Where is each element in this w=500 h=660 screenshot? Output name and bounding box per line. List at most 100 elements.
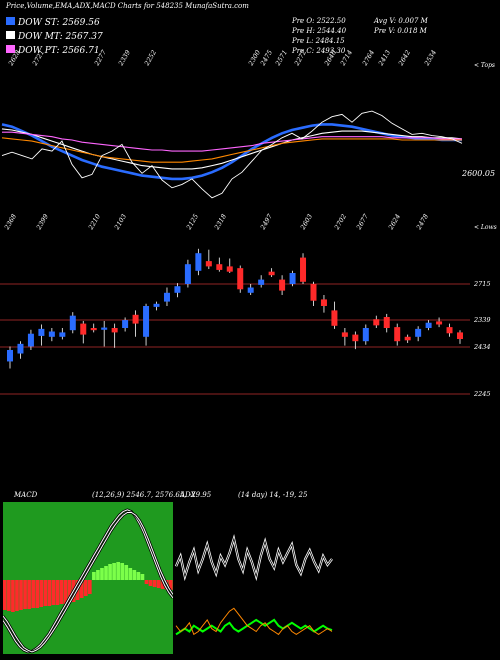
candle-up (153, 303, 160, 307)
macd-bar (116, 562, 120, 580)
candle-down (80, 323, 87, 335)
prev-high: Pre H: 2544.40 (292, 27, 347, 35)
macd-bar (59, 580, 64, 604)
macd-bar (35, 580, 40, 608)
candle-up (174, 286, 181, 293)
macd-bar (39, 580, 44, 607)
tops-marker: < Tops (474, 62, 496, 69)
adx-values: (14 day) 14, -19, 25 (238, 491, 308, 499)
legend-swatch-st (6, 17, 15, 25)
candle-down (216, 264, 223, 270)
legend-dow-pt: DOW PT: 2566.71 (6, 45, 100, 56)
macd-bar (136, 572, 141, 580)
legend-swatch-mt (6, 31, 15, 39)
lows-marker: < Lows (474, 224, 497, 231)
macd-bar (112, 563, 116, 580)
candle-down (320, 299, 327, 306)
adx-chart (174, 502, 334, 654)
macd-bar (79, 580, 84, 598)
adx-title: ADX (180, 491, 196, 499)
candle-down (132, 314, 139, 324)
price-level-label: 2715 (473, 280, 491, 288)
candle-up (101, 327, 108, 330)
candle-down (446, 327, 453, 334)
macd-bar (104, 566, 108, 580)
price-level-label: 2434 (473, 343, 491, 351)
avg-volume: Avg V: 0.007 M (374, 17, 428, 25)
legend-dow-st: DOW ST: 2569.56 (6, 17, 100, 28)
chart-title: Price,Volume,EMA,ADX,MACD Charts for 548… (6, 2, 249, 10)
candle-down (383, 317, 390, 328)
candle-up (247, 287, 254, 293)
macd-bar (132, 570, 137, 580)
macd-chart (3, 502, 173, 654)
macd-bar (19, 580, 23, 610)
macd-bar (108, 564, 112, 580)
macd-bar (23, 580, 27, 609)
macd-bar (100, 568, 104, 580)
candle-down (436, 321, 443, 325)
candle-up (184, 264, 191, 284)
candle-down (205, 261, 212, 267)
macd-bar (92, 572, 96, 580)
macd-lines (3, 508, 173, 654)
ema-series-line (1, 137, 462, 163)
price-level-label: 2245 (473, 390, 491, 398)
macd-values: (12,26,9) 2546.7, 2576.65, -29.95 (92, 491, 212, 499)
macd-bar (144, 580, 149, 584)
macd-bar (47, 580, 52, 606)
signal-line (3, 512, 173, 653)
candle-up (17, 343, 24, 354)
macd-bar (128, 568, 133, 580)
candles (7, 248, 463, 369)
macd-bar (55, 580, 60, 605)
candle-down (226, 266, 233, 272)
macd-bar (148, 580, 153, 586)
macd-bar (15, 580, 19, 611)
legend-dow-mt: DOW MT: 2567.37 (6, 31, 103, 42)
plus-di-line (175, 618, 333, 636)
candle-down (310, 284, 317, 301)
candle-down (457, 332, 463, 339)
candle-down (237, 268, 244, 290)
prev-volume: Pre V: 0.018 M (374, 27, 427, 35)
macd-bar (156, 580, 161, 588)
candle-down (90, 328, 97, 331)
macd-bar (27, 580, 31, 609)
candle-up (143, 306, 150, 337)
adx-lines (174, 533, 333, 636)
prev-open: Pre O: 2522.50 (292, 17, 346, 25)
candle-up (7, 350, 13, 362)
candle-up (69, 315, 76, 331)
macd-bar (67, 580, 72, 603)
candle-up (163, 292, 170, 302)
macd-bar (51, 580, 56, 605)
macd-bar (83, 580, 88, 596)
price-levels: 2715 2339 2434 2245 (0, 280, 491, 398)
macd-bar (120, 563, 125, 580)
candle-down (341, 332, 348, 337)
adx-line (175, 537, 333, 578)
candle-up (48, 331, 55, 337)
macd-bar (96, 570, 100, 580)
candle-down (352, 334, 359, 342)
candle-up (415, 328, 422, 337)
macd-title: MACD (14, 491, 38, 499)
price-line (1, 110, 463, 199)
prev-close: Pre C: 2493.30 (292, 47, 346, 55)
ema-series-line (2, 131, 462, 152)
candle-down (394, 327, 401, 342)
ema-last-value: 2600.05 (462, 169, 496, 178)
candle-up (362, 328, 369, 342)
macd-bar (124, 565, 129, 580)
price-level-label: 2339 (473, 316, 491, 324)
candle-up (258, 279, 265, 285)
macd-bar (88, 580, 92, 594)
macd-bar (140, 574, 145, 580)
minus-di-line (175, 607, 333, 636)
candle-down (300, 257, 307, 282)
candle-down (111, 328, 118, 333)
legend-swatch-pt (6, 45, 15, 53)
candle-up (27, 333, 34, 347)
